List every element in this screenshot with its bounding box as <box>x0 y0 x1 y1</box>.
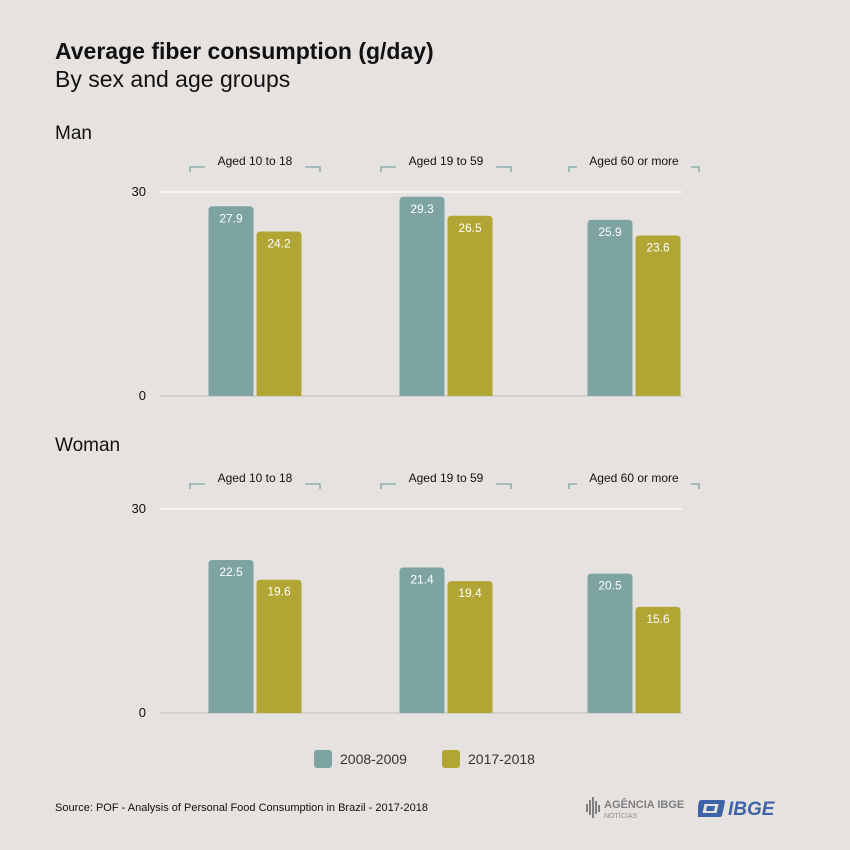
legend-swatch <box>314 750 332 768</box>
data-label: 25.9 <box>598 225 622 239</box>
chart-title: Average fiber consumption (g/day) <box>55 38 434 64</box>
category-label: Aged 10 to 18 <box>218 471 293 485</box>
panel-label: Woman <box>55 435 120 456</box>
agencia-logo-subtext: NOTÍCIAS <box>604 811 637 820</box>
bar <box>447 581 493 713</box>
chart: Man 0 30 Aged 10 to 18 Aged 19 to 59 Aged 60 … <box>55 123 700 768</box>
agencia-ibge-logo: AGÊNCIA IBGE NOTÍCIAS <box>586 797 684 820</box>
category-label: Aged 19 to 59 <box>409 471 484 485</box>
ibge-logo-text: IBGE <box>728 799 776 819</box>
bar <box>399 196 445 396</box>
data-label: 23.6 <box>646 241 670 255</box>
chart-subtitle: By sex and age groups <box>55 66 291 92</box>
category-bracket <box>305 483 321 489</box>
category-bracket <box>691 483 700 489</box>
category-bracket <box>380 166 396 172</box>
panel-label: Man <box>55 123 92 144</box>
data-label: 29.3 <box>410 202 434 216</box>
category-bracket <box>305 166 321 172</box>
bar <box>208 560 254 713</box>
category-bracket <box>189 166 205 172</box>
data-label: 26.5 <box>458 221 482 235</box>
data-label: 27.9 <box>219 211 243 225</box>
agencia-logo-text: AGÊNCIA IBGE <box>604 798 684 811</box>
category-bracket <box>496 166 512 172</box>
data-label: 19.6 <box>267 585 291 599</box>
bar <box>208 206 254 396</box>
legend-label: 2008-2009 <box>340 751 407 767</box>
bar <box>447 215 493 396</box>
data-label: 20.5 <box>598 579 622 593</box>
legend-swatch <box>442 750 460 768</box>
ibge-logo: IBGE <box>698 799 776 819</box>
y-tick-label: 30 <box>132 501 146 516</box>
y-tick-label: 0 <box>139 388 146 403</box>
category-label: Aged 60 or more <box>589 154 679 168</box>
category-label: Aged 10 to 18 <box>218 154 293 168</box>
source-note: Source: POF - Analysis of Personal Food … <box>55 802 428 814</box>
legend-label: 2017-2018 <box>468 751 535 767</box>
bar <box>256 231 302 396</box>
category-label: Aged 19 to 59 <box>409 154 484 168</box>
category-label: Aged 60 or more <box>589 471 679 485</box>
y-tick-label: 30 <box>132 184 146 199</box>
data-label: 19.4 <box>458 586 482 600</box>
bar <box>399 567 445 713</box>
category-bracket <box>496 483 512 489</box>
category-bracket <box>568 483 577 489</box>
bar <box>256 579 302 713</box>
category-bracket <box>380 483 396 489</box>
bar <box>635 606 681 713</box>
data-label: 15.6 <box>646 612 670 626</box>
bar <box>587 573 633 713</box>
y-tick-label: 0 <box>139 705 146 720</box>
category-bracket <box>568 166 577 172</box>
data-label: 21.4 <box>410 572 434 586</box>
data-label: 22.5 <box>219 565 243 579</box>
category-bracket <box>189 483 205 489</box>
data-label: 24.2 <box>267 236 291 250</box>
bar <box>635 235 681 396</box>
category-bracket <box>691 166 700 172</box>
bar <box>587 219 633 396</box>
